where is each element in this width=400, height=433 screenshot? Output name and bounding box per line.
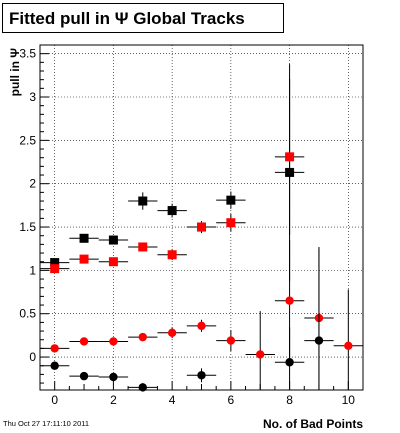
x-tick-label: 4 <box>169 393 176 407</box>
data-point-square <box>167 250 177 260</box>
data-point-circle <box>50 361 59 370</box>
data-point-circle <box>138 332 147 342</box>
chart-title-box: Fitted pull in Ψ Global Tracks <box>2 3 284 33</box>
data-point-square <box>50 258 60 268</box>
series-1 <box>40 78 305 274</box>
data-point-square <box>50 264 60 274</box>
y-tick-label: 0 <box>29 350 36 364</box>
x-axis-label: No. of Bad Points <box>263 417 363 431</box>
data-point-circle <box>226 336 236 345</box>
y-tick-label: 3 <box>29 90 36 104</box>
data-point-circle <box>197 321 206 331</box>
data-point-circle <box>285 296 294 305</box>
data-point-square <box>79 233 89 243</box>
data-point-circle <box>79 371 89 381</box>
y-tick-label: 0.5 <box>19 307 36 321</box>
y-tick-label: 1.5 <box>19 220 36 234</box>
data-point-circle <box>138 383 147 392</box>
data-point-square <box>108 235 118 245</box>
series-2 <box>40 240 363 390</box>
series-3 <box>40 246 334 392</box>
data-point-square <box>138 196 148 206</box>
x-tick-label: 0 <box>51 393 58 407</box>
data-point-circle <box>314 336 324 345</box>
data-point-circle <box>344 341 353 350</box>
data-point-square <box>79 254 89 264</box>
data-point-square <box>226 195 236 205</box>
y-tick-label: 3.5 <box>19 47 36 61</box>
y-tick-label: 2.5 <box>19 133 36 147</box>
y-tick-label: 2 <box>29 177 36 191</box>
x-tick-label: 8 <box>286 393 293 407</box>
data-point-square <box>285 152 295 162</box>
grid-layer <box>40 45 363 390</box>
data-point-circle <box>197 371 206 380</box>
tick-layer: 0 2 4 6 8 10 0 0.5 1 1.5 2 2.5 3 3.5 <box>19 47 355 407</box>
data-point-square <box>197 222 206 232</box>
data-point-square <box>108 257 118 267</box>
x-tick-label: 6 <box>228 393 235 407</box>
data-point-square <box>167 206 177 216</box>
data-point-square <box>226 218 236 228</box>
timestamp-footer: Thu Oct 27 17:11:10 2011 <box>3 419 90 428</box>
chart-title: Fitted pull in Ψ Global Tracks <box>9 9 245 28</box>
x-tick-label: 10 <box>342 393 356 407</box>
data-point-circle <box>285 358 294 367</box>
data-layer <box>40 64 363 392</box>
y-tick-label: 1 <box>29 263 36 277</box>
data-point-circle <box>109 337 118 346</box>
data-point-circle <box>167 328 177 337</box>
x-tick-label: 2 <box>110 393 117 407</box>
data-point-square <box>138 242 148 252</box>
data-point-circle <box>50 344 59 353</box>
data-point-circle <box>256 350 265 359</box>
y-axis-label: pull in Ψ <box>8 48 22 97</box>
data-point-circle <box>109 372 118 382</box>
data-point-circle <box>79 337 89 346</box>
